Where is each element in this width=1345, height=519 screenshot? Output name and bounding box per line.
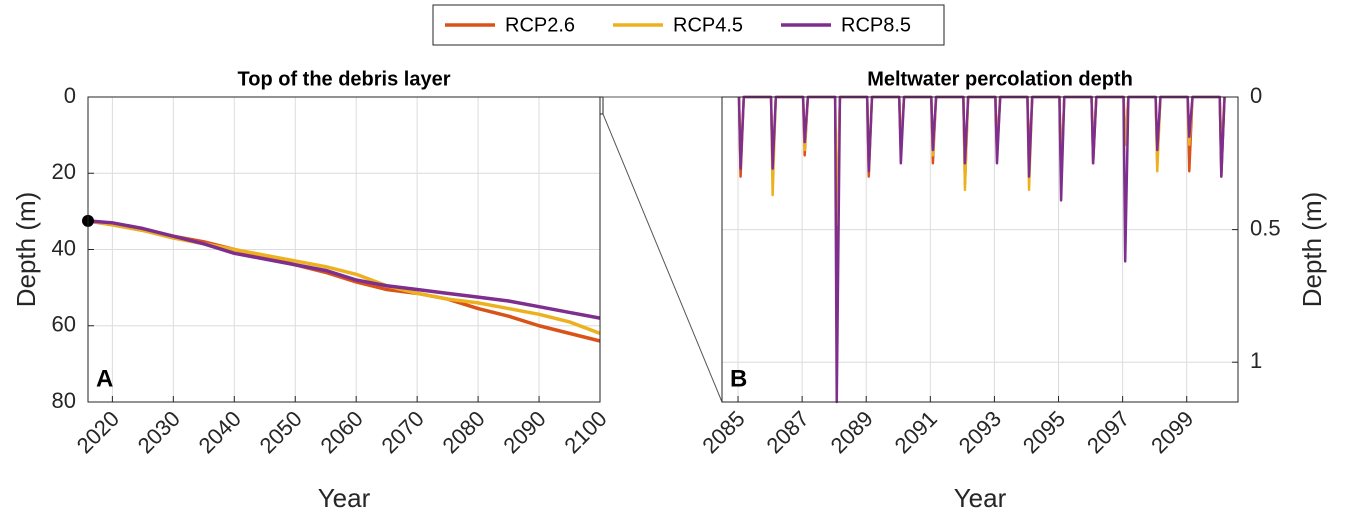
- y-tick-label: 40: [52, 235, 76, 260]
- x-tick-label: 2097: [1082, 406, 1134, 458]
- zoom-connector: [602, 113, 723, 403]
- y-tick-label: 0: [1250, 83, 1262, 108]
- legend-label: RCP4.5: [673, 14, 743, 36]
- axes-frame: [87, 96, 601, 403]
- x-tick-label: 2060: [316, 406, 368, 458]
- x-tick-label: 2099: [1146, 406, 1198, 458]
- x-axis-label: Year: [954, 483, 1007, 513]
- y-axis-label: Depth (m): [1297, 192, 1327, 308]
- x-tick-label: 2093: [954, 406, 1006, 458]
- x-tick-label: 2080: [437, 406, 489, 458]
- y-tick-label: 20: [52, 159, 76, 184]
- y-axis-label: Depth (m): [11, 192, 41, 308]
- x-tick-label: 2091: [890, 406, 942, 458]
- y-tick-label: 60: [52, 312, 76, 337]
- x-tick-label: 2095: [1018, 406, 1070, 458]
- y-tick-label: 1: [1250, 348, 1262, 373]
- x-tick-label: 2087: [761, 406, 813, 458]
- plot-area: [722, 97, 1238, 402]
- series-line: [87, 219, 601, 320]
- x-tick-label: 2100: [559, 406, 611, 458]
- series-line: [87, 219, 601, 336]
- legend-label: RCP8.5: [841, 14, 911, 36]
- x-tick-label: 2040: [194, 406, 246, 458]
- x-tick-label: 2020: [72, 406, 124, 458]
- y-tick-label: 0: [64, 83, 76, 108]
- x-tick-label: 2090: [498, 406, 550, 458]
- x-tick-label: 2030: [133, 406, 185, 458]
- chart-title: Top of the debris layer: [238, 68, 451, 90]
- x-tick-label: 2085: [697, 406, 749, 458]
- y-tick-label: 80: [52, 388, 76, 413]
- legend-label: RCP2.6: [505, 14, 575, 36]
- panel-label: A: [96, 365, 113, 392]
- y-tick-label: 0.5: [1250, 215, 1281, 240]
- axes-frame: [721, 96, 1239, 403]
- x-tick-label: 2050: [255, 406, 307, 458]
- x-axis-label: Year: [318, 483, 371, 513]
- panel-label: B: [730, 365, 747, 392]
- x-tick-label: 2089: [826, 406, 878, 458]
- chart-title: Meltwater percolation depth: [867, 68, 1133, 90]
- legend-box: [432, 4, 945, 46]
- x-tick-label: 2070: [376, 406, 428, 458]
